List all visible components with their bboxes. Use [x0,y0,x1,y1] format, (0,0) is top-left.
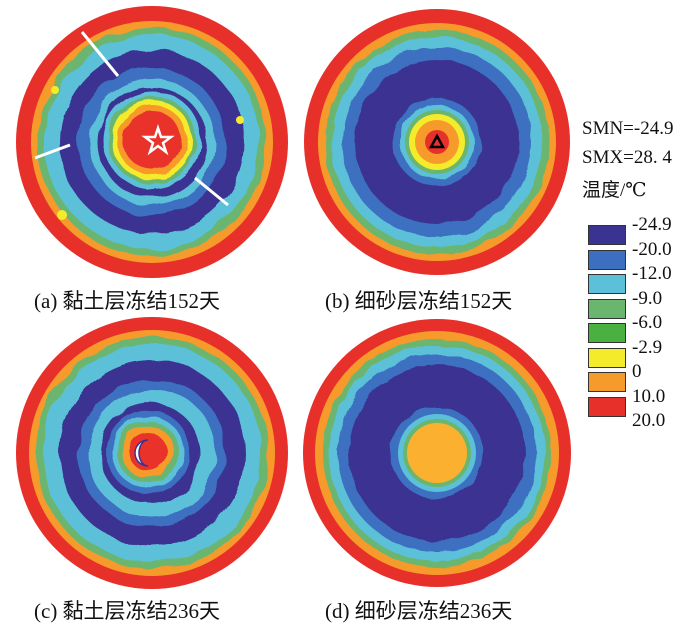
legend-smn: SMN=-24.9 [582,118,674,139]
plot-b [304,9,570,275]
legend-label: 0 [632,361,642,382]
legend-swatch [588,274,626,294]
plot-d [303,319,571,587]
legend-label: -24.9 [632,214,672,235]
legend-label: 20.0 [632,410,666,431]
legend-label: -20.0 [632,238,672,260]
plot-a [16,6,288,278]
legend-smx: SMX=28. 4 [582,147,672,168]
legend-label: -6.0 [632,312,663,333]
legend-swatch [588,347,626,368]
legend-swatch [588,225,626,245]
crescent-icon [134,439,149,467]
caption-c: (c) 黏土层冻结236天 [34,599,221,623]
legend-title: 温度/℃ [582,180,647,201]
legend-label: -2.9 [632,336,663,358]
caption-a: (a) 黏土层冻结152天 [34,289,221,313]
star-icon [141,124,175,156]
caption-b: (b) 细砂层冻结152天 [325,289,513,313]
legend-label: -9.0 [632,287,663,309]
triangle-icon [428,133,446,149]
legend-label: 10.0 [632,385,666,407]
legend-swatch [588,372,626,392]
legend-swatch [588,249,626,270]
legend-swatch [588,396,626,417]
legend-swatch [588,298,626,319]
plot-c [16,317,288,589]
legend-swatch [588,323,626,343]
caption-d: (d) 细砂层冻结236天 [325,599,513,623]
legend-label: -12.0 [632,263,672,284]
